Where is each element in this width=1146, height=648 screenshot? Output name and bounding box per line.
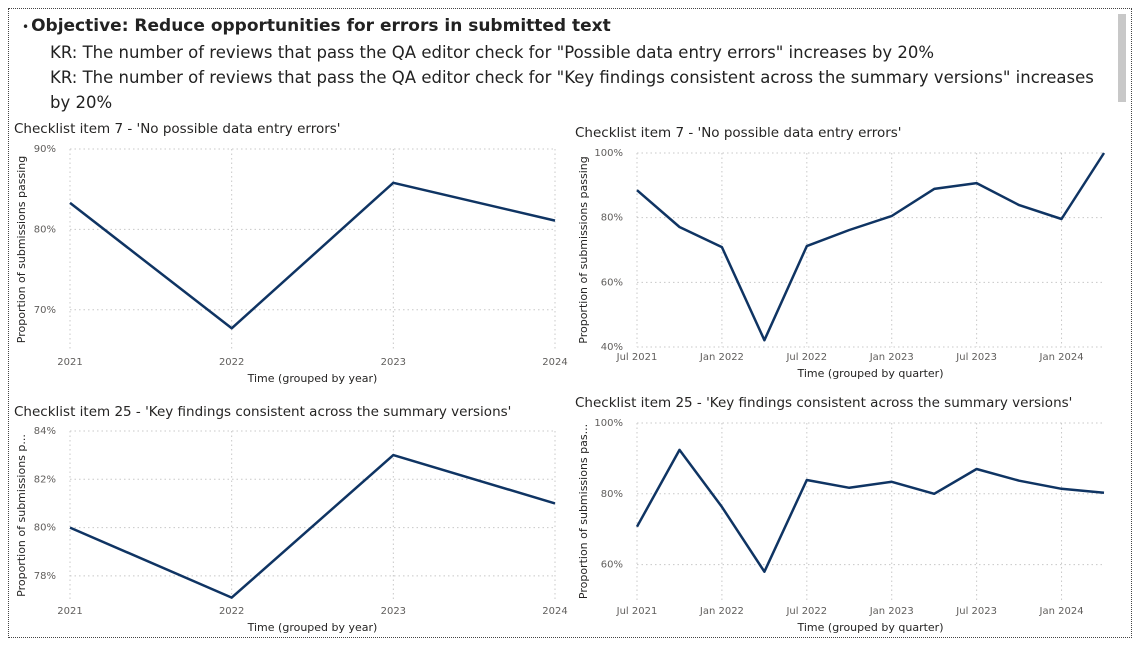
y-tick-label: 90% xyxy=(34,144,56,155)
y-axis-label: Proportion of submissions pas... xyxy=(577,424,590,599)
y-tick-label: 82% xyxy=(34,474,56,485)
y-tick-label: 80% xyxy=(34,224,56,235)
x-tick-label: 2024 xyxy=(542,606,567,617)
x-axis-label: Time (grouped by year) xyxy=(247,372,378,385)
x-tick-label: Jan 2022 xyxy=(699,352,744,363)
x-axis-label: Time (grouped by year) xyxy=(247,621,378,634)
data-line xyxy=(636,152,1106,342)
chart-title: Checklist item 7 - 'No possible data ent… xyxy=(14,121,341,137)
y-tick-label: 78% xyxy=(34,571,56,582)
y-tick-label: 100% xyxy=(594,418,623,429)
x-tick-label: 2024 xyxy=(542,357,567,368)
y-axis-label: Proportion of submissions p... xyxy=(15,434,28,597)
x-tick-label: Jul 2022 xyxy=(785,606,827,617)
y-axis-label: Proportion of submissions passing xyxy=(15,156,28,343)
data-line xyxy=(635,448,1105,573)
x-tick-label: Jan 2024 xyxy=(1039,352,1084,363)
chart-title: Checklist item 25 - 'Key findings consis… xyxy=(14,404,511,420)
x-tick-label: 2022 xyxy=(219,606,244,617)
x-axis-label: Time (grouped by quarter) xyxy=(796,621,943,634)
chart-title: Checklist item 25 - 'Key findings consis… xyxy=(575,395,1072,411)
x-tick-label: Jul 2023 xyxy=(955,606,997,617)
x-tick-label: 2021 xyxy=(57,357,82,368)
y-tick-label: 60% xyxy=(601,560,623,571)
objective-text: • Objective: Reduce opportunities for err… xyxy=(22,14,1107,115)
y-tick-label: 84% xyxy=(34,426,56,437)
x-tick-label: 2023 xyxy=(381,606,406,617)
x-tick-label: 2022 xyxy=(219,357,244,368)
x-tick-label: 2023 xyxy=(381,357,406,368)
y-tick-label: 40% xyxy=(601,342,623,353)
x-tick-label: Jul 2021 xyxy=(616,352,658,363)
chart-title: Checklist item 7 - 'No possible data ent… xyxy=(575,125,902,141)
x-tick-label: Jul 2022 xyxy=(785,352,827,363)
scrollbar[interactable] xyxy=(1118,14,1126,102)
y-tick-label: 80% xyxy=(34,523,56,534)
y-axis-label: Proportion of submissions passing xyxy=(577,156,590,343)
data-line xyxy=(69,181,556,330)
y-tick-label: 80% xyxy=(601,489,623,500)
y-tick-label: 80% xyxy=(601,213,623,224)
x-tick-label: Jan 2023 xyxy=(869,606,914,617)
objective-title: Objective: Reduce opportunities for erro… xyxy=(31,16,611,36)
data-line xyxy=(69,453,556,599)
visual-frame xyxy=(8,8,1132,638)
x-tick-label: Jul 2023 xyxy=(955,352,997,363)
key-result: KR: The number of reviews that pass the … xyxy=(50,43,935,62)
x-tick-label: Jul 2021 xyxy=(616,606,658,617)
objective: • Objective: Reduce opportunities for err… xyxy=(22,16,611,36)
x-tick-label: Jan 2023 xyxy=(869,352,914,363)
y-tick-label: 60% xyxy=(601,277,623,288)
x-tick-label: Jan 2024 xyxy=(1039,606,1084,617)
x-tick-label: Jan 2022 xyxy=(699,606,744,617)
y-tick-label: 100% xyxy=(594,148,623,159)
x-axis-label: Time (grouped by quarter) xyxy=(796,367,943,380)
key-result: KR: The number of reviews that pass the … xyxy=(50,68,1094,112)
y-tick-label: 70% xyxy=(34,305,56,316)
x-tick-label: 2021 xyxy=(57,606,82,617)
